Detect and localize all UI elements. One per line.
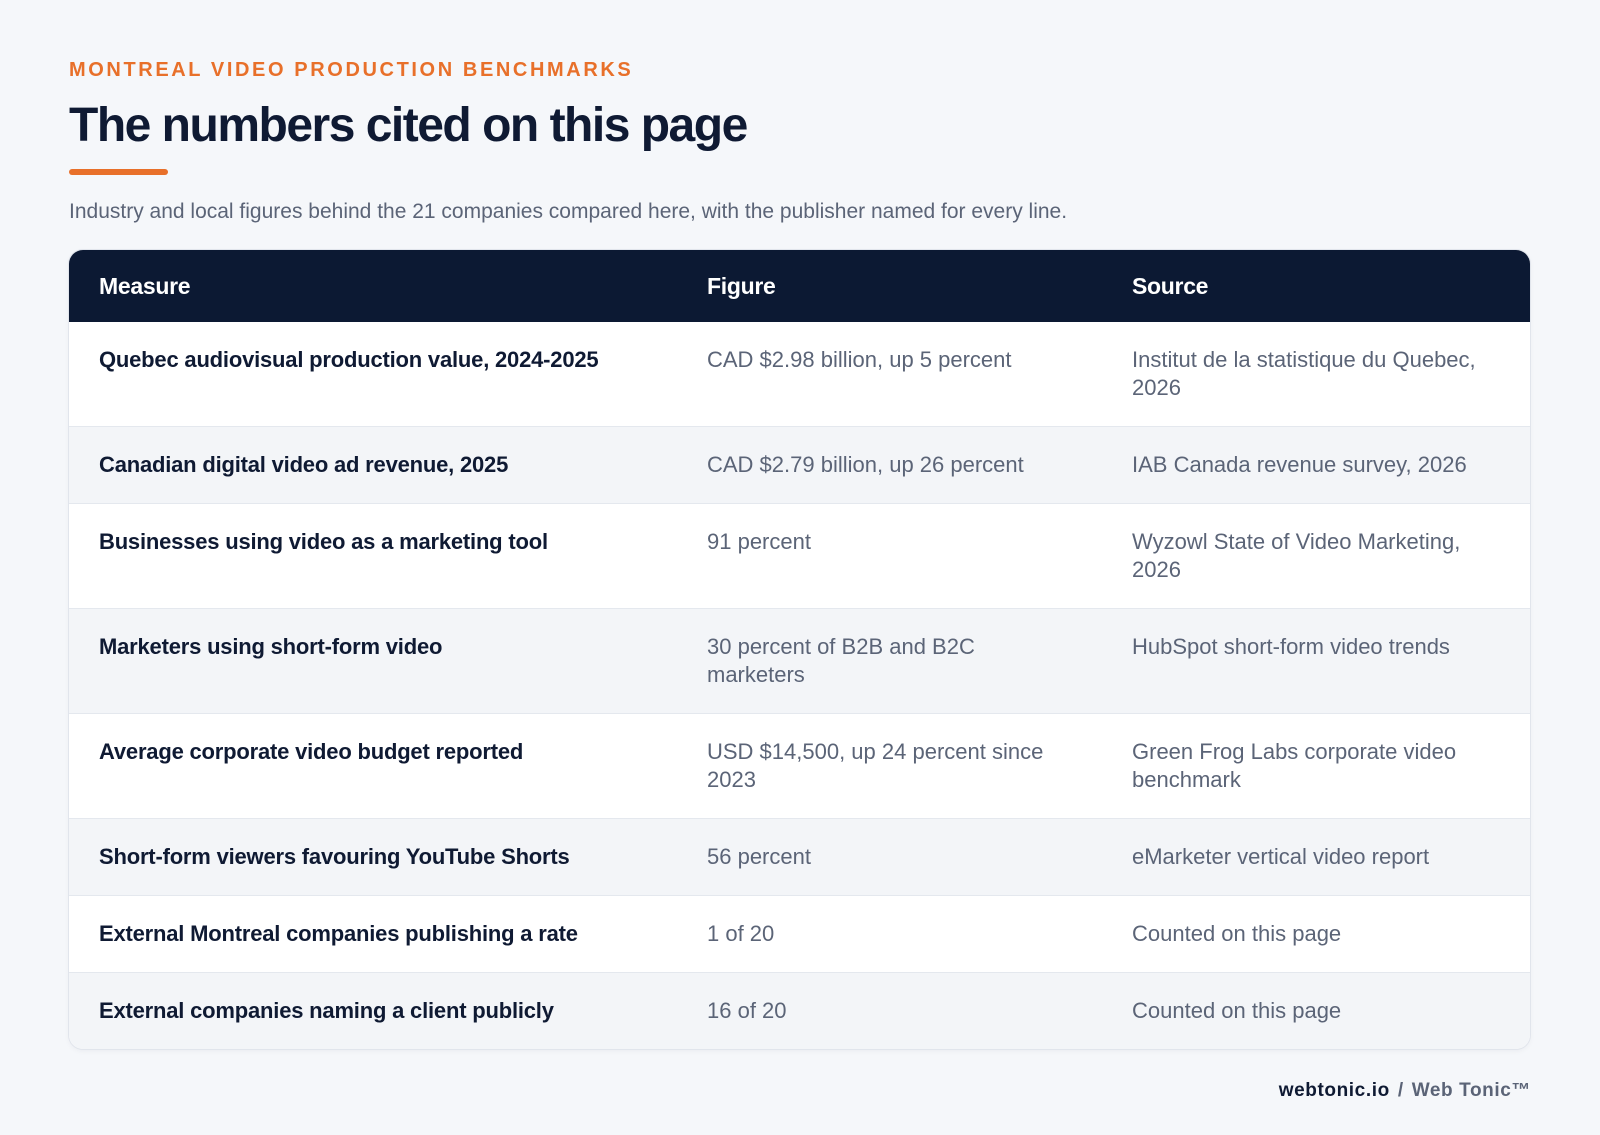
measure-cell: Short-form viewers favouring YouTube Sho…	[69, 818, 677, 896]
measure-cell: Quebec audiovisual production value, 202…	[99, 347, 599, 372]
table-row: Short-form viewers favouring YouTube Sho…	[69, 818, 1530, 896]
benchmarks-table-card: Measure Figure Source Quebec audiovisual…	[69, 250, 1530, 1049]
figure-cell: CAD $2.98 billion, up 5 percent	[707, 347, 1012, 372]
column-header-source: Source	[1132, 272, 1209, 299]
footer-separator: /	[1397, 1080, 1404, 1101]
figure-cell: 91 percent	[677, 503, 1102, 609]
table-row: External companies naming a client publi…	[69, 972, 1530, 1049]
figure-cell: 1 of 20	[677, 895, 1102, 973]
source-cell: IAB Canada revenue survey, 2026	[1102, 426, 1530, 504]
accent-underline	[69, 169, 168, 175]
table-row: Canadian digital video ad revenue, 2025 …	[69, 426, 1530, 504]
source-cell: Counted on this page	[1102, 895, 1530, 973]
figure-cell: 56 percent	[677, 818, 1102, 896]
table-row: Average corporate video budget reported …	[69, 713, 1530, 819]
figure-cell: 30 percent of B2B and B2C marketers	[677, 608, 1102, 714]
source-cell: Wyzowl State of Video Marketing, 2026	[1102, 503, 1530, 609]
footer-domain: webtonic.io	[1278, 1080, 1390, 1101]
table-row: Businesses using video as a marketing to…	[69, 503, 1530, 609]
table-row: Marketers using short-form video 30 perc…	[69, 608, 1530, 714]
measure-cell: Marketers using short-form video	[69, 608, 677, 714]
page-subtitle: Industry and local figures behind the 21…	[69, 200, 1068, 223]
table-row: External Montreal companies publishing a…	[69, 895, 1530, 973]
measure-cell: Canadian digital video ad revenue, 2025	[69, 426, 677, 504]
footer-brand: Web Tonic™	[1411, 1080, 1531, 1101]
table-header-row: Measure Figure Source	[69, 250, 1530, 322]
figure-cell: 16 of 20	[677, 972, 1102, 1049]
figure-cell: CAD $2.79 billion, up 26 percent	[677, 426, 1102, 504]
page-title: The numbers cited on this page	[69, 99, 748, 152]
eyebrow-label: MONTREAL VIDEO PRODUCTION BENCHMARKS	[69, 59, 634, 81]
footer-credit: webtonic.io / Web Tonic™	[1279, 1078, 1531, 1104]
measure-cell: External Montreal companies publishing a…	[69, 895, 677, 973]
figure-cell: USD $14,500, up 24 percent since 2023	[677, 713, 1102, 819]
measure-cell: Businesses using video as a marketing to…	[69, 503, 677, 609]
source-cell: Green Frog Labs corporate video benchmar…	[1102, 713, 1530, 819]
benchmarks-page: MONTREAL VIDEO PRODUCTION BENCHMARKS The…	[69, 56, 1530, 1049]
measure-cell: Average corporate video budget reported	[69, 713, 677, 819]
source-cell: Institut de la statistique du Quebec, 20…	[1132, 347, 1476, 400]
benchmarks-table: Measure Figure Source Quebec audiovisual…	[69, 250, 1530, 1049]
source-cell: Counted on this page	[1102, 972, 1530, 1049]
measure-cell: External companies naming a client publi…	[69, 972, 677, 1049]
column-header-figure: Figure	[707, 272, 776, 299]
table-row: Quebec audiovisual production value, 202…	[69, 322, 1530, 427]
column-header-measure: Measure	[99, 272, 191, 299]
source-cell: eMarketer vertical video report	[1102, 818, 1530, 896]
source-cell: HubSpot short-form video trends	[1102, 608, 1530, 714]
